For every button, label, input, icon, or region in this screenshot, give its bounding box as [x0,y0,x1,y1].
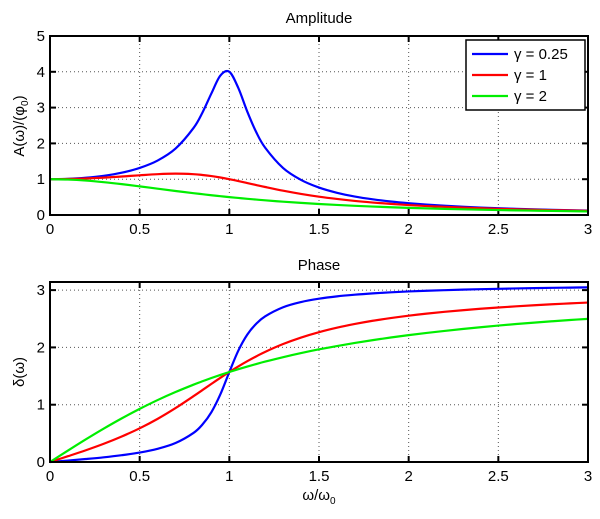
x-tick-label: 1.5 [309,221,330,238]
y-tick-label: 5 [37,28,45,45]
x-tick-label: 0 [46,468,54,485]
y-tick-label: 1 [37,397,45,414]
axes-box [49,35,589,216]
x-tick-label: 0 [46,221,54,238]
series-line-3 [49,317,589,463]
x-tick-label: 2 [404,221,412,238]
y-tick-label: 3 [37,100,45,117]
x-tick-label: 3 [584,221,592,238]
legend: γ = 0.25 γ = 1 γ = 2 [465,39,586,111]
legend-label: γ = 0.25 [514,46,568,63]
y-tick-label: 0 [37,454,45,471]
y-tick-label: 3 [37,282,45,299]
y-tick-label: 2 [37,339,45,356]
phase-xlabel: ω/ω0 [302,487,336,507]
series-line-3 [49,178,589,213]
series-line-2 [49,172,589,212]
phase-plot: Phase δ(ω) ω/ω0 0 0.5 1 1.5 2 2.5 3 0 1 2 3 [11,257,592,507]
x-tick-label: 3 [584,468,592,485]
legend-label: γ = 1 [514,67,547,84]
y-tick-label: 0 [37,207,45,224]
phase-title: Phase [298,257,341,274]
y-tick-label: 1 [37,171,45,188]
series-line-2 [49,301,589,464]
x-tick-label: 2.5 [488,221,509,238]
x-tick-label: 2 [404,468,412,485]
legend-label: γ = 2 [514,88,547,105]
y-tick-label: 4 [37,64,45,81]
x-tick-label: 1 [225,468,233,485]
x-tick-label: 1.5 [309,468,330,485]
x-tick-label: 0.5 [129,468,150,485]
phase-ylabel: δ(ω) [11,357,28,387]
axes-box [49,281,589,463]
x-tick-label: 2.5 [488,468,509,485]
amplitude-title: Amplitude [286,10,353,27]
series-line-1 [49,286,589,464]
x-tick-label: 0.5 [129,221,150,238]
x-tick-label: 1 [225,221,233,238]
y-tick-label: 2 [37,135,45,152]
amplitude-ylabel: A(ω)/(φ0) [11,95,31,156]
grid [50,282,588,462]
